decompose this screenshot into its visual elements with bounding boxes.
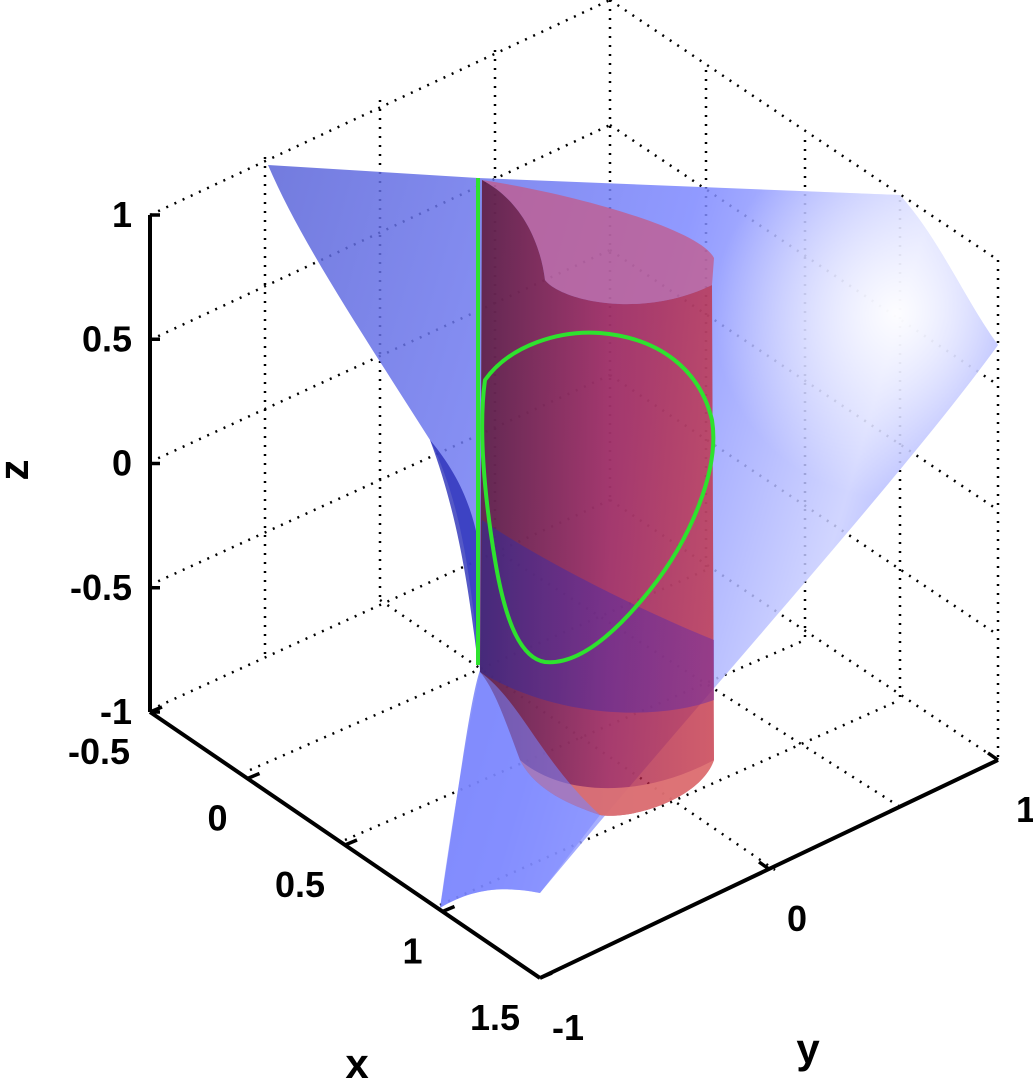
z-tick-label: -0.5 <box>70 567 132 608</box>
x-tick-label: 0 <box>207 798 227 839</box>
x-tick-label: 1.5 <box>470 997 520 1038</box>
y-tick-label: 1 <box>1016 789 1033 830</box>
y-axis-label: y <box>796 1025 820 1072</box>
y-tick <box>757 860 771 871</box>
x-tick <box>246 771 261 781</box>
green-closed-curve <box>480 330 716 665</box>
x-tick-label: 0.5 <box>275 864 325 905</box>
x-tick <box>149 705 163 714</box>
z-axis-ticks: -1 -0.5 0 0.5 1 <box>70 194 160 732</box>
y-tick <box>986 751 1000 762</box>
z-axis-label: z <box>0 460 37 481</box>
red-cylinder <box>440 180 714 908</box>
y-tick <box>528 969 542 980</box>
x-tick <box>441 904 456 914</box>
x-tick <box>539 971 553 980</box>
z-tick-label: 1 <box>112 194 132 235</box>
x-tick-label: -0.5 <box>68 731 130 772</box>
y-axis-ticks: -1 0 1 <box>528 751 1033 1048</box>
y-tick-label: -1 <box>552 1007 584 1048</box>
z-tick-label: 0 <box>112 443 132 484</box>
z-tick-label: 0.5 <box>82 318 132 359</box>
x-axis-label: x <box>345 1040 369 1086</box>
z-tick-label: -1 <box>100 691 132 732</box>
y-tick-label: 0 <box>787 898 807 939</box>
x-tick-label: 1 <box>402 931 422 972</box>
x-axis-ticks: -0.5 0 0.5 1 1.5 <box>68 705 553 1038</box>
green-curves <box>476 178 716 665</box>
x-tick <box>344 838 358 847</box>
